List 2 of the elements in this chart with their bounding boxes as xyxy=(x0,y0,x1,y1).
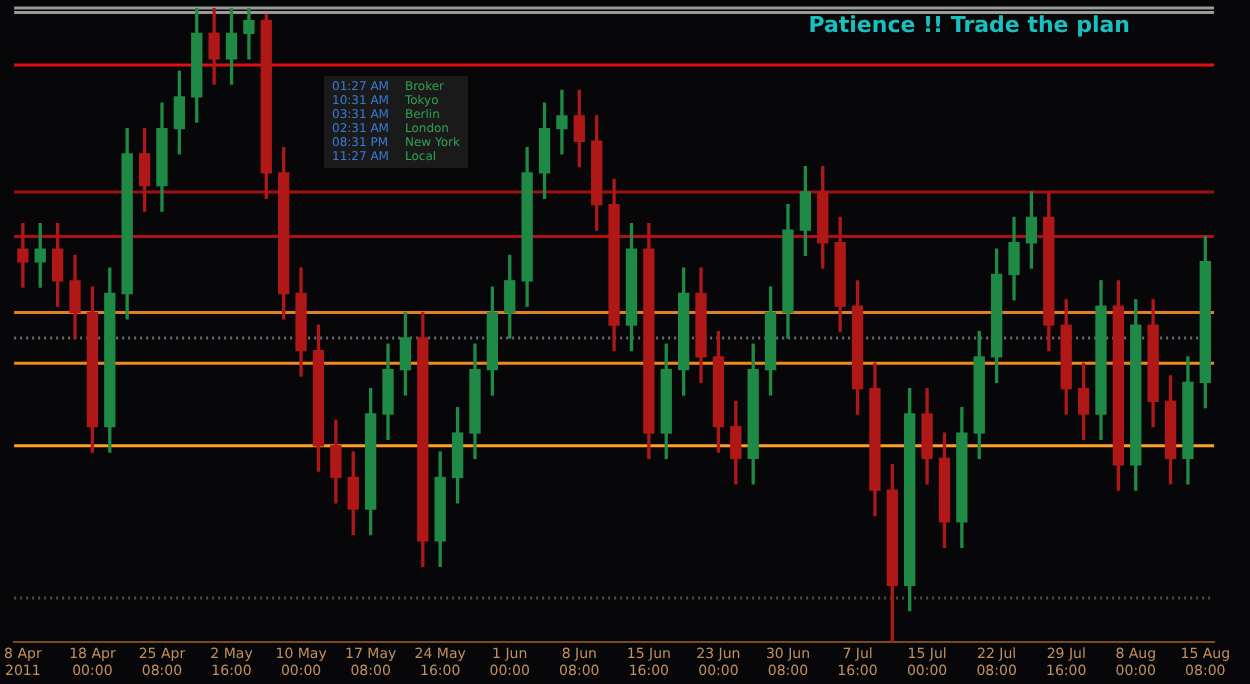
candlestick xyxy=(556,89,568,155)
chart-title: Patience !! Trade the plan xyxy=(808,12,1130,38)
